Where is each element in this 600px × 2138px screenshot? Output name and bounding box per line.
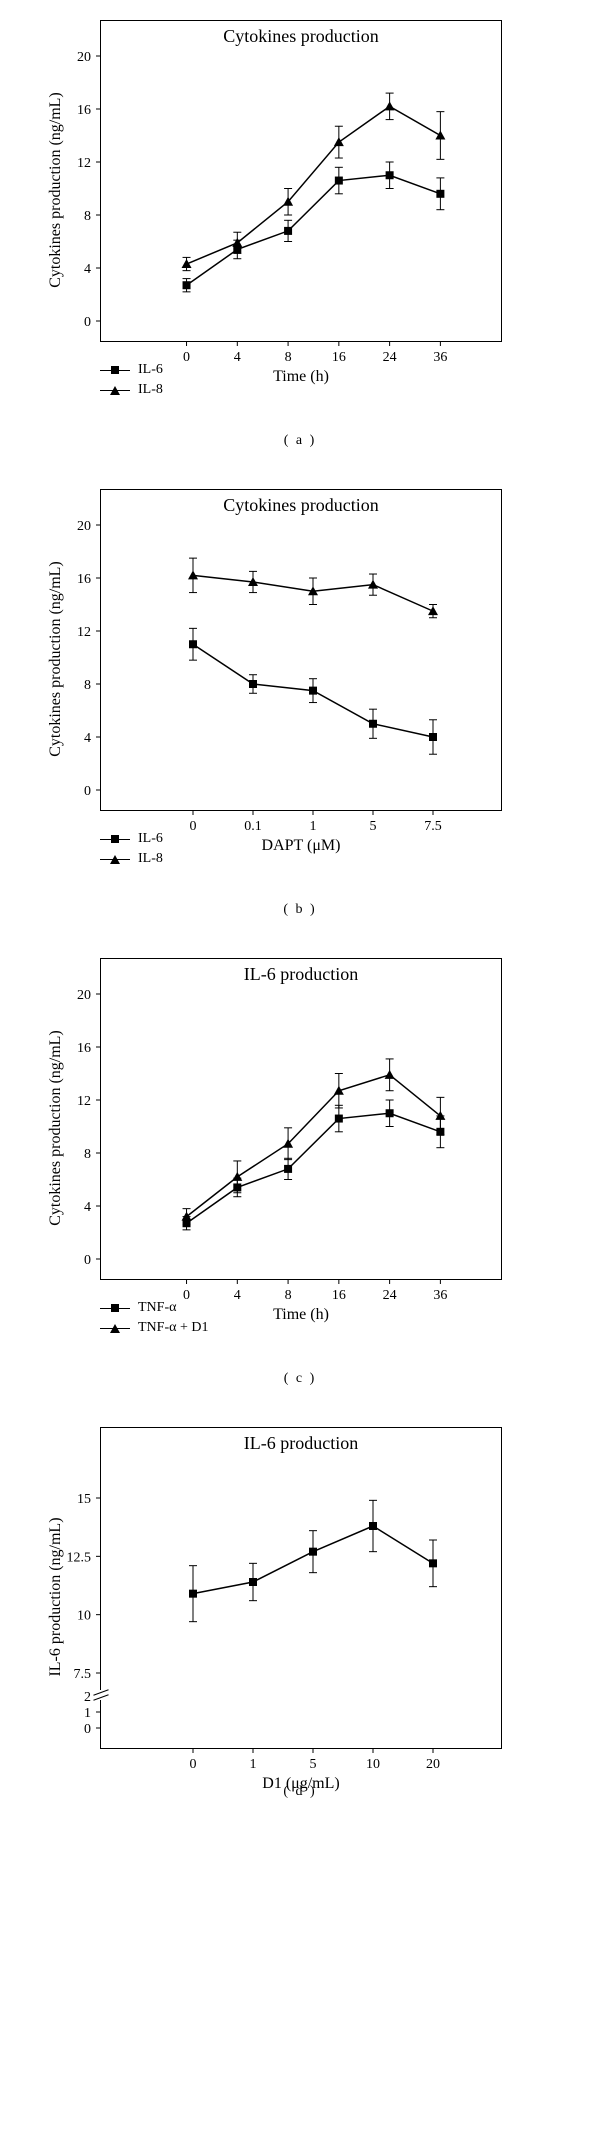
chart-a-xlabel: Time (h) [273, 368, 329, 386]
legend-label: IL-6 [138, 362, 163, 378]
svg-text:0: 0 [183, 350, 190, 365]
legend-label: TNF-α [138, 1300, 176, 1316]
chart-d-xlabel: D1 (μg/mL) [262, 1775, 339, 1793]
triangle-marker-icon [110, 1324, 120, 1333]
svg-text:0: 0 [190, 1757, 197, 1772]
chart-a-legend: IL-6 IL-8 [100, 362, 580, 398]
svg-text:16: 16 [77, 103, 91, 118]
legend-label: TNF-α + D1 [138, 1320, 208, 1336]
legend-line-icon [100, 370, 130, 371]
chart-c-svg: 048121620048162436 [101, 959, 501, 1279]
chart-c-legend: TNF-α TNF-α + D1 [100, 1300, 580, 1336]
svg-text:12.5: 12.5 [67, 1550, 92, 1565]
svg-text:5: 5 [370, 819, 377, 834]
legend-line-icon [100, 1308, 130, 1309]
svg-text:4: 4 [84, 1200, 91, 1215]
svg-text:0: 0 [183, 1288, 190, 1303]
svg-text:24: 24 [383, 1288, 397, 1303]
svg-text:16: 16 [77, 572, 91, 587]
legend-line-icon [100, 859, 130, 860]
chart-c-container: IL-6 production Cytokines production (ng… [20, 958, 580, 1387]
square-marker-icon [111, 366, 119, 374]
panel-b-label: ( b ) [20, 902, 580, 918]
svg-text:4: 4 [234, 1288, 241, 1303]
legend-label: IL-8 [138, 382, 163, 398]
svg-text:0: 0 [84, 1722, 91, 1737]
chart-d-container: IL-6 production IL-6 production (ng/mL) … [20, 1427, 580, 1800]
svg-text:0: 0 [84, 784, 91, 799]
legend-line-icon [100, 839, 130, 840]
svg-text:1: 1 [250, 1757, 257, 1772]
svg-text:12: 12 [77, 1094, 91, 1109]
legend-line-icon [100, 390, 130, 391]
chart-d: IL-6 production IL-6 production (ng/mL) … [100, 1427, 502, 1749]
legend-line-icon [100, 1328, 130, 1329]
chart-d-svg: 0127.51012.5150151020 [101, 1428, 501, 1748]
svg-text:20: 20 [77, 50, 91, 65]
svg-text:2: 2 [84, 1690, 91, 1705]
svg-text:8: 8 [84, 1147, 91, 1162]
svg-text:5: 5 [310, 1757, 317, 1772]
square-marker-icon [111, 1304, 119, 1312]
chart-c-xlabel: Time (h) [273, 1306, 329, 1324]
svg-text:8: 8 [84, 209, 91, 224]
chart-b-xlabel: DAPT (μM) [262, 837, 341, 855]
svg-text:12: 12 [77, 625, 91, 640]
svg-text:8: 8 [84, 678, 91, 693]
panel-a-label: ( a ) [20, 433, 580, 449]
chart-b-container: Cytokines production Cytokines productio… [20, 489, 580, 918]
svg-text:1: 1 [310, 819, 317, 834]
panel-c-label: ( c ) [20, 1371, 580, 1387]
svg-text:10: 10 [366, 1757, 380, 1772]
chart-b-ylabel: Cytokines production (ng/mL) [47, 561, 65, 757]
svg-text:7.5: 7.5 [424, 819, 442, 834]
svg-text:36: 36 [433, 350, 447, 365]
svg-text:24: 24 [383, 350, 397, 365]
chart-a: Cytokines production Cytokines productio… [100, 20, 502, 342]
svg-text:20: 20 [77, 988, 91, 1003]
chart-c: IL-6 production Cytokines production (ng… [100, 958, 502, 1280]
svg-text:16: 16 [332, 350, 346, 365]
svg-text:10: 10 [77, 1609, 91, 1624]
svg-text:0: 0 [84, 315, 91, 330]
svg-text:8: 8 [285, 350, 292, 365]
legend-item: TNF-α + D1 [100, 1320, 580, 1336]
svg-text:36: 36 [433, 1288, 447, 1303]
chart-b-svg: 04812162000.1157.5 [101, 490, 501, 810]
chart-a-svg: 048121620048162436 [101, 21, 501, 341]
svg-text:15: 15 [77, 1492, 91, 1507]
svg-text:8: 8 [285, 1288, 292, 1303]
chart-c-ylabel: Cytokines production (ng/mL) [47, 1030, 65, 1226]
svg-text:20: 20 [77, 519, 91, 534]
svg-text:12: 12 [77, 156, 91, 171]
svg-text:4: 4 [84, 731, 91, 746]
triangle-marker-icon [110, 386, 120, 395]
chart-b: Cytokines production Cytokines productio… [100, 489, 502, 811]
svg-text:16: 16 [332, 1288, 346, 1303]
svg-text:0.1: 0.1 [244, 819, 262, 834]
triangle-marker-icon [110, 855, 120, 864]
svg-text:7.5: 7.5 [74, 1667, 92, 1682]
svg-text:4: 4 [84, 262, 91, 277]
legend-label: IL-8 [138, 851, 163, 867]
svg-text:0: 0 [190, 819, 197, 834]
square-marker-icon [111, 835, 119, 843]
svg-text:1: 1 [84, 1706, 91, 1721]
legend-item: IL-8 [100, 382, 580, 398]
svg-text:0: 0 [84, 1253, 91, 1268]
svg-text:4: 4 [234, 350, 241, 365]
broken-axis-icon [93, 1690, 109, 1700]
chart-d-ylabel: IL-6 production (ng/mL) [47, 1517, 65, 1676]
legend-label: IL-6 [138, 831, 163, 847]
svg-text:16: 16 [77, 1041, 91, 1056]
chart-a-container: Cytokines production Cytokines productio… [20, 20, 580, 449]
svg-text:20: 20 [426, 1757, 440, 1772]
chart-a-ylabel: Cytokines production (ng/mL) [47, 92, 65, 288]
